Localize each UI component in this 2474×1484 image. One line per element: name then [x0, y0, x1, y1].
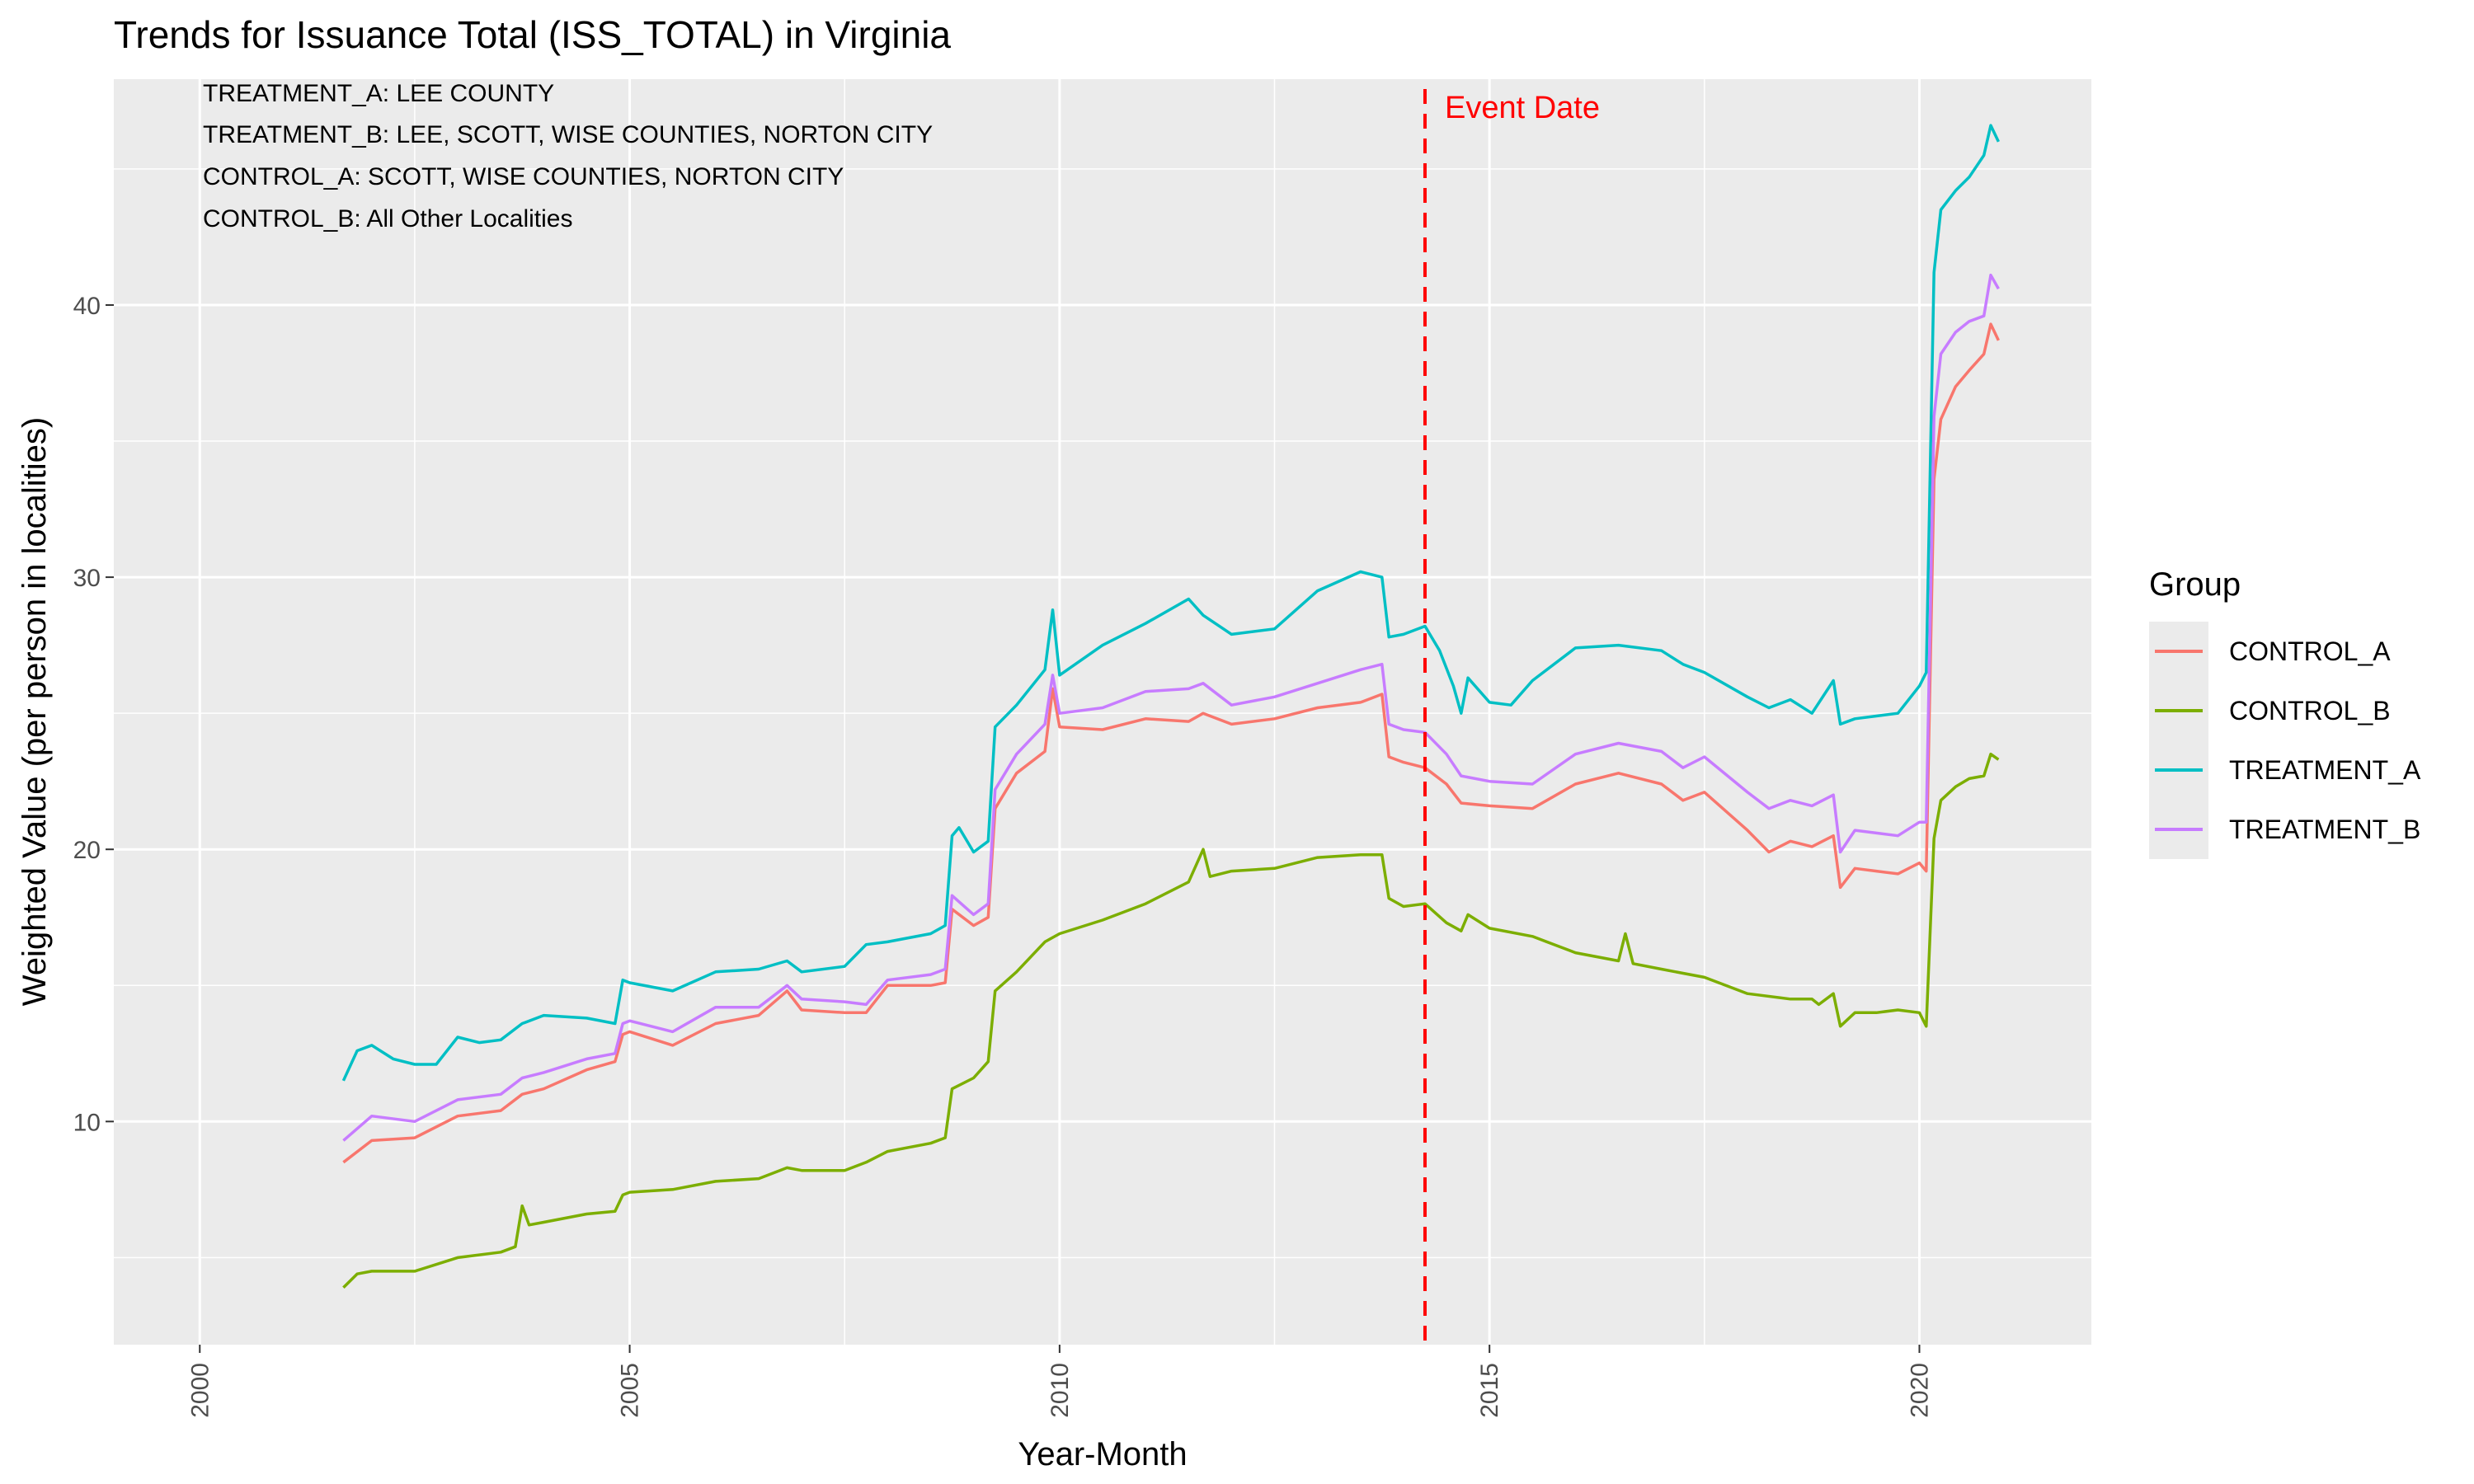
grid-lines: [114, 79, 2091, 1345]
series-line-treatment-a: [341, 124, 2000, 1082]
y-tick-label: 10: [73, 1109, 101, 1136]
x-tick-label: 2020: [1906, 1363, 1933, 1418]
annotation-line: TREATMENT_B: LEE, SCOTT, WISE COUNTIES, …: [203, 121, 933, 148]
x-tick-label: 2005: [617, 1363, 644, 1418]
legend-label: CONTROL_A: [2229, 636, 2391, 666]
series-line-control-b: [342, 752, 2000, 1289]
y-tick-label: 30: [73, 565, 101, 592]
series-lines: [341, 124, 2000, 1289]
axis-ticks: 2000 2005 2010 2015 2020 10 20 30 40: [73, 293, 1934, 1418]
plot-panel: [114, 79, 2091, 1345]
annotation-line: TREATMENT_A: LEE COUNTY: [203, 80, 554, 107]
legend: Group CONTROL_A CONTROL_B TREATMENT_A TREAT…: [2149, 566, 2421, 859]
x-tick-label: 2010: [1047, 1363, 1074, 1418]
series-line-treatment-b: [342, 273, 2000, 1142]
legend-label: TREATMENT_A: [2229, 755, 2421, 785]
annotation-line: CONTROL_A: SCOTT, WISE COUNTIES, NORTON …: [203, 163, 844, 190]
legend-label: TREATMENT_B: [2229, 815, 2420, 844]
x-axis-label: Year-Month: [1018, 1436, 1187, 1472]
x-tick-label: 2000: [186, 1363, 214, 1418]
legend-label: CONTROL_B: [2229, 696, 2391, 726]
legend-title: Group: [2149, 566, 2241, 603]
y-tick-label: 20: [73, 837, 101, 864]
legend-items: CONTROL_A CONTROL_B TREATMENT_A TREATMENT_B: [2149, 622, 2421, 859]
chart-title: Trends for Issuance Total (ISS_TOTAL) in…: [114, 13, 951, 56]
event-date-label: Event Date: [1445, 91, 1600, 125]
x-tick-label: 2015: [1476, 1363, 1503, 1418]
y-tick-label: 40: [73, 293, 101, 320]
annotation-block: TREATMENT_A: LEE COUNTY TREATMENT_B: LEE…: [203, 80, 933, 232]
series-line-control-a: [342, 322, 2000, 1164]
y-axis-label: Weighted Value (per person in localities…: [16, 417, 53, 1006]
annotation-line: CONTROL_B: All Other Localities: [203, 205, 573, 232]
